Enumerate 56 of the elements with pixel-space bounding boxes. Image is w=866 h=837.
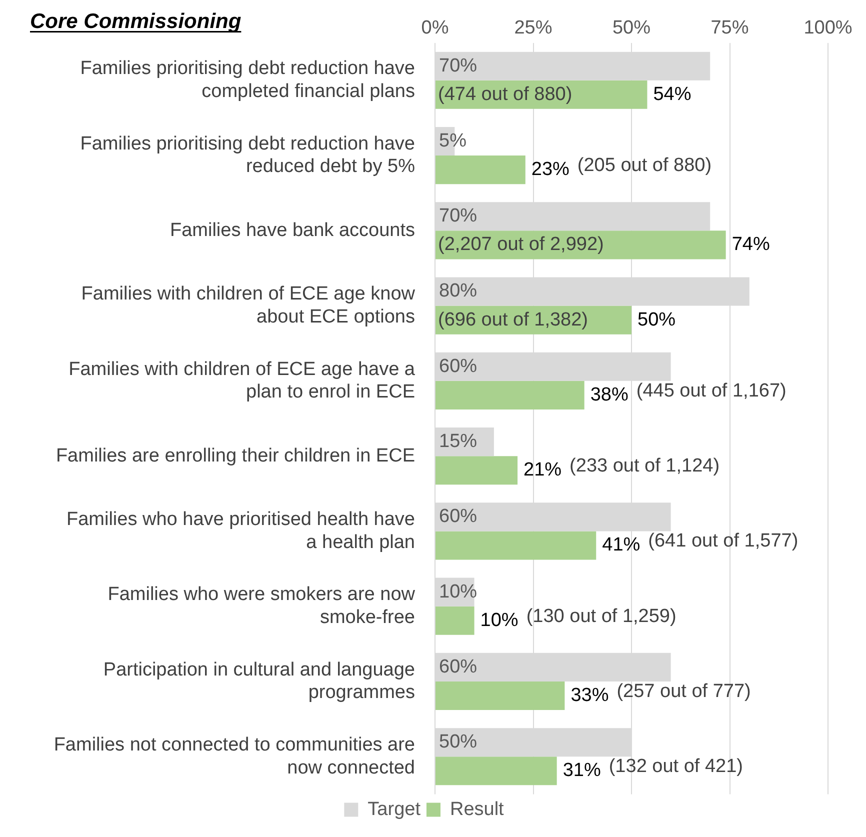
data-label: 31% xyxy=(562,760,601,782)
bar xyxy=(436,156,526,184)
data-label: 41% xyxy=(602,534,640,556)
data-label: 70% xyxy=(439,206,478,227)
x-tick-label: 75% xyxy=(710,18,749,39)
annotation: (132 out of 421) xyxy=(608,756,744,778)
data-label: 38% xyxy=(590,384,628,406)
x-tick-label: 0% xyxy=(421,18,449,39)
annotation: (2,207 out of 2,992) xyxy=(438,234,604,256)
data-label: 33% xyxy=(570,685,609,706)
data-label: 54% xyxy=(653,84,692,105)
y-tick-label: Families prioritising debt reduction have reduced debt by 5% xyxy=(80,133,416,178)
annotation: (257 out of 777) xyxy=(616,681,751,702)
y-tick-label: Families have bank accounts xyxy=(170,220,415,241)
annotation: (445 out of 1,167) xyxy=(636,380,786,402)
annotation: (205 out of 880) xyxy=(577,155,712,176)
y-tick-label: Families who have prioritised health have a health plan xyxy=(66,509,415,553)
y-tick-label: Families are enrolling their children in ECE xyxy=(56,445,415,466)
data-label: 50% xyxy=(439,732,478,753)
bar xyxy=(436,606,474,635)
annotation: (696 out of 1,382) xyxy=(438,309,588,330)
data-label: 80% xyxy=(439,280,478,302)
y-tick-label: Families with children of ECE age know about ECE options xyxy=(81,284,416,328)
data-label: 70% xyxy=(439,55,478,76)
data-label: 60% xyxy=(439,506,478,528)
legend-label: Result xyxy=(450,798,505,820)
data-label: 10% xyxy=(480,610,518,631)
y-tick-label: Families prioritising debt reduction have completed financial plans xyxy=(80,58,415,102)
data-label: 21% xyxy=(524,460,562,481)
x-tick-label: 25% xyxy=(514,18,552,39)
data-label: 10% xyxy=(439,581,478,602)
annotation: (641 out of 1,577) xyxy=(648,530,798,552)
y-tick-label: Participation in cultural and language programmes xyxy=(103,659,415,704)
bar xyxy=(436,681,565,710)
annotation: (474 out of 880) xyxy=(438,84,572,105)
data-label: 60% xyxy=(439,356,478,377)
bar xyxy=(436,456,518,485)
data-label: 60% xyxy=(439,656,478,678)
annotation: (130 out of 1,259) xyxy=(526,606,676,627)
annotation: (233 out of 1,124) xyxy=(570,456,720,477)
y-tick-label: Families who were smokers are now smoke-free xyxy=(108,584,416,628)
y-tick-label: Families with children of ECE age have a plan to enrol in ECE xyxy=(68,358,416,403)
bar xyxy=(436,380,584,410)
bar xyxy=(436,756,557,786)
data-label: 15% xyxy=(439,431,478,452)
bar xyxy=(436,230,726,260)
data-label: 5% xyxy=(439,130,467,152)
data-label: 23% xyxy=(531,159,570,180)
x-tick-label: 50% xyxy=(612,18,651,39)
legend-label: Target xyxy=(368,798,422,820)
y-tick-label: Families not connected to communities are now connected xyxy=(54,734,415,778)
x-tick-label: 100% xyxy=(804,18,852,39)
data-label: 74% xyxy=(732,234,770,256)
text: Core Commissioning xyxy=(30,10,242,33)
data-label: 50% xyxy=(638,309,676,330)
bar xyxy=(436,531,596,560)
